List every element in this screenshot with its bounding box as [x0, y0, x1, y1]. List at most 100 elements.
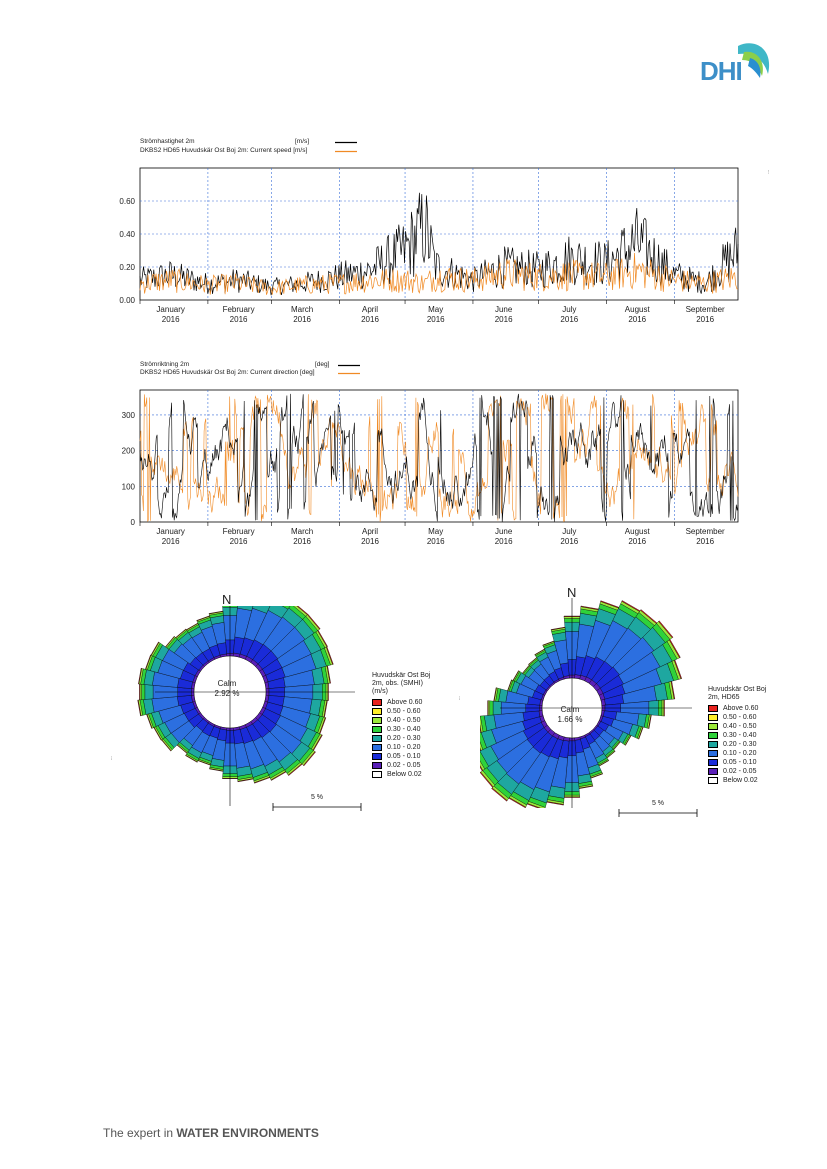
rose1-sector	[282, 606, 291, 610]
rose2-sector	[480, 765, 483, 772]
rose2-sector	[487, 700, 489, 716]
chart2-xtick-month: April	[362, 527, 378, 536]
rose-left-legend-item: 0.05 - 0.10	[372, 752, 452, 761]
rose1-sector	[139, 683, 142, 701]
rose2-sector	[480, 760, 485, 771]
chart2-legend-1-name: Strömriktning 2m	[140, 361, 190, 368]
rose1-sector	[138, 667, 142, 685]
rose-right-calm: Calm 1.66 %	[550, 705, 590, 725]
rose-right-scale-bar	[618, 809, 698, 817]
rose2-sector	[487, 700, 490, 716]
rose-right-legend-item: 0.05 - 0.10	[708, 758, 788, 767]
rose1-sector	[175, 628, 187, 639]
rose1-sector	[317, 629, 328, 648]
chart1-series-model	[139, 252, 739, 295]
legend-swatch	[372, 753, 382, 760]
legend-swatch	[708, 750, 718, 757]
rose-right-legend-rows: Above 0.60 0.50 - 0.60 0.40 - 0.50 0.30 - 0…	[708, 704, 788, 785]
legend-swatch	[708, 741, 718, 748]
chart2-series-model	[139, 393, 739, 523]
rose-right-side-label: ...	[456, 696, 461, 700]
rose-right-legend-title-2: 2m, HD65	[708, 694, 740, 701]
chart1-xtick-year: 2016	[162, 315, 180, 324]
chart2-xtick-month: February	[223, 527, 255, 536]
rose1-sector	[144, 684, 154, 700]
rose2-sector	[493, 687, 497, 702]
rose1-sector	[165, 635, 175, 648]
rose-right-legend-item: 0.20 - 0.30	[708, 740, 788, 749]
legend-swatch	[708, 723, 718, 730]
chart1-xtick-month: May	[428, 305, 443, 314]
chart2-xtick-year: 2016	[162, 537, 180, 546]
chart2-xtick-month: June	[495, 527, 513, 536]
footer-prefix: The expert in	[103, 1126, 177, 1140]
chart1-xtick-month: March	[291, 305, 313, 314]
chart2-series-measured	[139, 393, 739, 522]
legend-label: 0.30 - 0.40	[387, 726, 421, 733]
chart2-xtick-month: July	[562, 527, 576, 536]
legend-label: 0.05 - 0.10	[387, 753, 421, 760]
direction-chart: 0100200300January2016February2016March20…	[122, 389, 739, 546]
chart2-ytick-label: 0	[131, 518, 136, 527]
chart1-ytick-label: 0.60	[119, 197, 135, 206]
rose-left-scale-bar	[272, 803, 362, 811]
chart2-frame	[139, 389, 739, 523]
rose-right-north-label: N	[567, 585, 577, 600]
rose-right-legend-item: 0.02 - 0.05	[708, 767, 788, 776]
rose-left-scale: 5 %	[272, 794, 362, 814]
rose2-sector	[507, 679, 512, 692]
rose-right-legend-item: 0.40 - 0.50	[708, 722, 788, 731]
rose1-sector	[237, 606, 254, 611]
chart1-xtick-month: July	[562, 305, 576, 314]
chart2-xtick-year: 2016	[696, 537, 714, 546]
chart1-xtick-month: February	[223, 305, 255, 314]
legend-label: Below 0.02	[387, 771, 422, 778]
chart2-legend-2-unit: [deg]	[300, 369, 315, 376]
legend-swatch	[708, 759, 718, 766]
logo-text: DHI	[700, 56, 743, 86]
rose2-sector	[480, 747, 482, 752]
rose2-sector	[480, 741, 483, 751]
legend-swatch	[372, 726, 382, 733]
rose-right-legend-title-1: Huvudskär Ost Boj	[708, 686, 767, 693]
rose2-sector	[670, 681, 676, 700]
rose2-sector	[480, 751, 489, 770]
legend-label: 0.10 - 0.20	[387, 744, 421, 751]
rose1-sector	[209, 768, 224, 772]
rose-left-legend: Huvudskär Ost Boj 2m, obs. (SMHI) (m/s) …	[372, 672, 452, 779]
footer-tagline: The expert in WATER ENVIRONMENTS	[103, 1126, 319, 1140]
rose2-sector	[492, 700, 502, 716]
rose1-sector	[141, 684, 146, 700]
rose-left-legend-item: 0.30 - 0.40	[372, 725, 452, 734]
legend-label: 0.50 - 0.60	[723, 714, 757, 721]
chart2-ytick-label: 300	[122, 411, 136, 420]
legend-label: 0.10 - 0.20	[723, 750, 757, 757]
legend-swatch	[708, 732, 718, 739]
chart1-ytick-label: 0.20	[119, 263, 135, 272]
rose-right-legend-item: Above 0.60	[708, 704, 788, 713]
rose2-sector	[638, 726, 644, 740]
chart1-series-measured	[139, 192, 739, 296]
rose-left-legend-rows: Above 0.60 0.50 - 0.60 0.40 - 0.50 0.30 - 0…	[372, 698, 452, 779]
rose2-sector	[674, 659, 683, 680]
legend-swatch	[708, 714, 718, 721]
legend-swatch	[372, 762, 382, 769]
rose-left-legend-item: 0.10 - 0.20	[372, 743, 452, 752]
chart1-xtick-month: September	[686, 305, 725, 314]
chart1-side-label: ...	[767, 170, 772, 174]
rose1-sector	[137, 699, 142, 717]
legend-label: 0.30 - 0.40	[723, 732, 757, 739]
chart1-legend-1-swatch	[335, 141, 357, 144]
rose1-sector	[185, 755, 198, 763]
rose-left-side-label: ...	[108, 756, 113, 760]
legend-label: 0.40 - 0.50	[723, 723, 757, 730]
legend-swatch	[708, 777, 718, 784]
footer-emphasis: WATER ENVIRONMENTS	[176, 1126, 319, 1140]
chart1-legend-1-unit: [m/s]	[295, 138, 310, 145]
chart2-legend-1-unit: [deg]	[315, 361, 330, 368]
legend-label: 0.20 - 0.30	[387, 735, 421, 742]
rose-right-legend-item: 0.50 - 0.60	[708, 713, 788, 722]
chart2-xtick-year: 2016	[560, 537, 578, 546]
rose-left-legend-title-1: Huvudskär Ost Boj	[372, 672, 431, 679]
rose-left-calm: Calm 2.92 %	[207, 679, 247, 699]
